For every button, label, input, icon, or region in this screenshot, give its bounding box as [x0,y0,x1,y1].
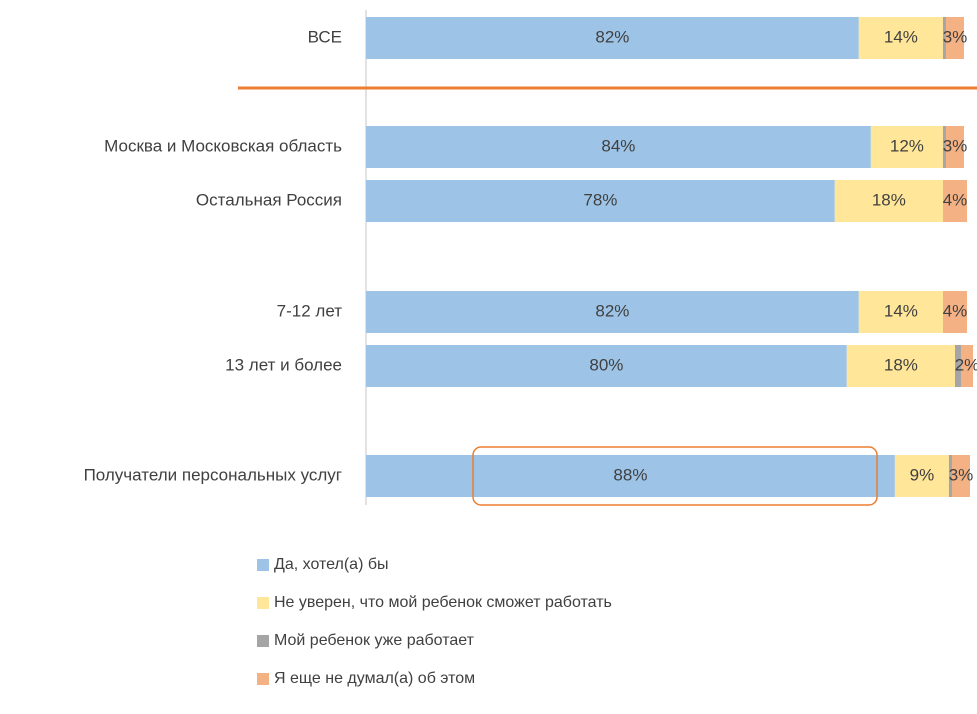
legend-label: Мой ребенок уже работает [274,632,475,649]
bar-segment [870,126,943,168]
legend-label: Да, хотел(а) бы [274,556,389,573]
y-tick-label: ВСЕ [308,27,342,46]
y-tick-label: 13 лет и более [225,355,342,374]
value-label: 84% [601,136,635,155]
bar-segment [366,291,859,333]
bar-segment [951,455,971,497]
bar-segment [366,345,847,387]
bar-segment [366,126,871,168]
value-label: 88% [613,465,647,484]
bar-segment [366,455,895,497]
bar-segment [858,291,943,333]
bar-segment [960,345,974,387]
value-label: 82% [595,27,629,46]
value-label: 18% [884,355,918,374]
value-label: 4% [943,190,968,209]
bar-segment [942,291,967,333]
y-tick-label: 7-12 лет [277,301,343,320]
value-label: 14% [884,301,918,320]
value-label: 2% [955,355,977,374]
value-label: 80% [589,355,623,374]
bar-segment [942,126,946,168]
legend-label: Я еще не думал(а) об этом [274,670,475,687]
value-label: 4% [943,301,968,320]
bar-segment [846,345,955,387]
value-label: 3% [949,465,974,484]
bar-segment [945,126,964,168]
y-tick-label: Остальная Россия [196,190,342,209]
legend-label: Не уверен, что мой ребенок сможет работа… [274,594,612,611]
bar-segment [894,455,949,497]
value-label: 82% [595,301,629,320]
bar-segment [366,180,835,222]
bar-segment [366,17,859,59]
bar-segment [945,17,964,59]
legend-swatch [257,673,269,685]
bar-segment [942,17,946,59]
bar-segment [954,345,961,387]
y-tick-label: Получатели персональных услуг [84,465,342,484]
bar-segment [948,455,952,497]
value-label: 12% [890,136,924,155]
highlight-box [472,446,878,506]
legend-swatch [257,597,269,609]
y-tick-label: Москва и Московская область [104,136,342,155]
value-label: 14% [884,27,918,46]
bar-segment [942,180,967,222]
value-label: 78% [583,190,617,209]
value-label: 3% [943,27,968,46]
value-label: 9% [910,465,935,484]
value-label: 3% [943,136,968,155]
bar-segment [858,17,943,59]
legend-swatch [257,635,269,647]
value-label: 18% [872,190,906,209]
legend-swatch [257,559,269,571]
bar-segment [834,180,943,222]
